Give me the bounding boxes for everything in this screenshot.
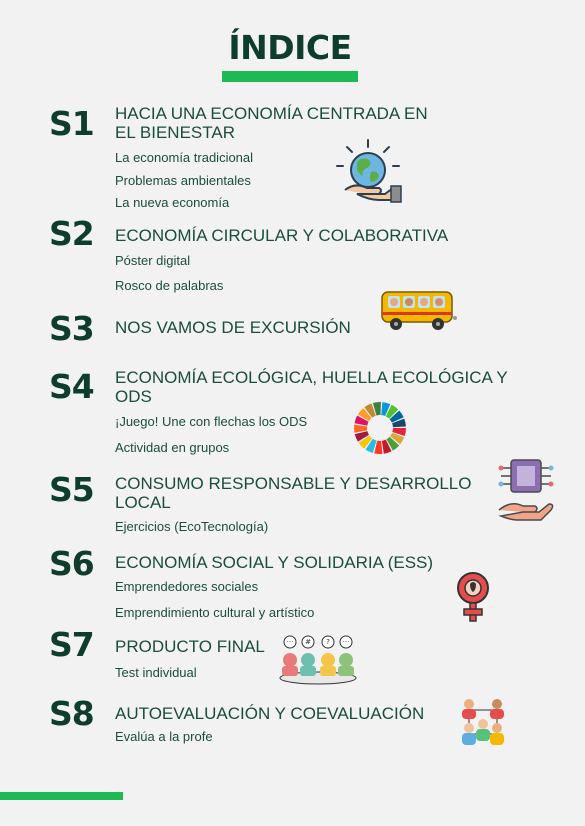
section-item[interactable]: Ejercicios (EcoTecnología) xyxy=(115,519,269,534)
sdg-wheel-segment xyxy=(365,438,377,454)
section-item[interactable]: Test individual xyxy=(115,665,197,680)
school-bus-icon xyxy=(381,291,457,330)
sdg-wheel-segment xyxy=(381,402,391,417)
section-number-s2: S2 xyxy=(49,214,95,253)
footer-accent-bar xyxy=(0,792,123,800)
sdg-wheel-segment xyxy=(364,403,376,418)
female-symbol-icon xyxy=(457,572,489,622)
sdg-wheel-segment xyxy=(374,440,383,454)
section-item[interactable]: Evalúa a la profe xyxy=(115,729,213,744)
sdg-wheel-segment xyxy=(385,404,399,419)
section-heading-s3[interactable]: NOS VAMOS DE EXCURSIÓN xyxy=(115,318,351,337)
svg-text:#: # xyxy=(305,638,311,646)
sdg-wheel-segment xyxy=(389,410,404,423)
globe-hand-icon xyxy=(336,139,402,203)
section-item[interactable]: Emprendedores sociales xyxy=(115,579,259,594)
sdg-wheel-segment xyxy=(381,439,392,454)
section-item[interactable]: Rosco de palabras xyxy=(115,278,224,293)
svg-text:···: ··· xyxy=(343,638,350,646)
section-item[interactable]: ¡Juego! Une con flechas los ODS xyxy=(115,414,308,429)
sdg-wheel-segment xyxy=(357,408,372,422)
sdg-wheel-segment xyxy=(392,418,406,428)
section-number-s3: S3 xyxy=(49,309,95,348)
team-meeting-icon: ··· #? ··· xyxy=(279,635,357,685)
section-number-s6: S6 xyxy=(49,544,95,583)
section-number-s1: S1 xyxy=(49,104,95,143)
section-number-s8: S8 xyxy=(49,694,95,733)
section-heading-s6[interactable]: ECONOMÍA SOCIAL Y SOLIDARIA (ESS) xyxy=(115,553,434,572)
section-item[interactable]: La nueva economía xyxy=(115,195,230,210)
sdg-wheel-icon xyxy=(354,402,406,454)
section-number-s7: S7 xyxy=(49,625,95,664)
section-item[interactable]: La economía tradicional xyxy=(115,150,254,165)
section-heading-s8[interactable]: AUTOEVALUACIÓN Y COEVALUACIÓN xyxy=(115,704,425,723)
section-item[interactable]: Problemas ambientales xyxy=(115,173,251,188)
sdg-wheel-segment xyxy=(354,431,369,442)
section-heading-s7[interactable]: PRODUCTO FINAL xyxy=(115,637,265,656)
people-network-icon xyxy=(462,699,504,745)
svg-text:?: ? xyxy=(326,638,330,646)
sdg-wheel-segment xyxy=(390,432,405,445)
sdg-wheel-segment xyxy=(392,428,406,437)
sdg-wheel-segment xyxy=(354,424,368,433)
section-heading-s2[interactable]: ECONOMÍA CIRCULAR Y COLABORATIVA xyxy=(115,226,449,245)
chip-hand-icon xyxy=(498,459,554,521)
section-item[interactable]: Emprendimiento cultural y artístico xyxy=(115,605,315,620)
section-number-s4: S4 xyxy=(49,367,95,406)
section-heading-s4[interactable]: ECONOMÍA ECOLÓGICA, HUELLA ECOLÓGICA Y O… xyxy=(115,368,508,406)
sdg-wheel-segment xyxy=(372,402,381,416)
section-number-s5: S5 xyxy=(49,470,95,509)
page-title: ÍNDICE xyxy=(228,28,352,67)
sdg-wheel-segment xyxy=(358,435,373,449)
sdg-wheel-segment xyxy=(354,415,369,426)
section-heading-s1[interactable]: HACIA UNA ECONOMÍA CENTRADA EN EL BIENES… xyxy=(115,104,428,142)
svg-text:···: ··· xyxy=(287,638,294,646)
section-item[interactable]: Actividad en grupos xyxy=(115,440,230,455)
title-underline xyxy=(222,71,358,82)
sdg-wheel-segment xyxy=(386,436,400,451)
section-item[interactable]: Póster digital xyxy=(115,253,191,268)
section-heading-s5[interactable]: CONSUMO RESPONSABLE Y DESARROLLO LOCAL xyxy=(115,474,472,512)
